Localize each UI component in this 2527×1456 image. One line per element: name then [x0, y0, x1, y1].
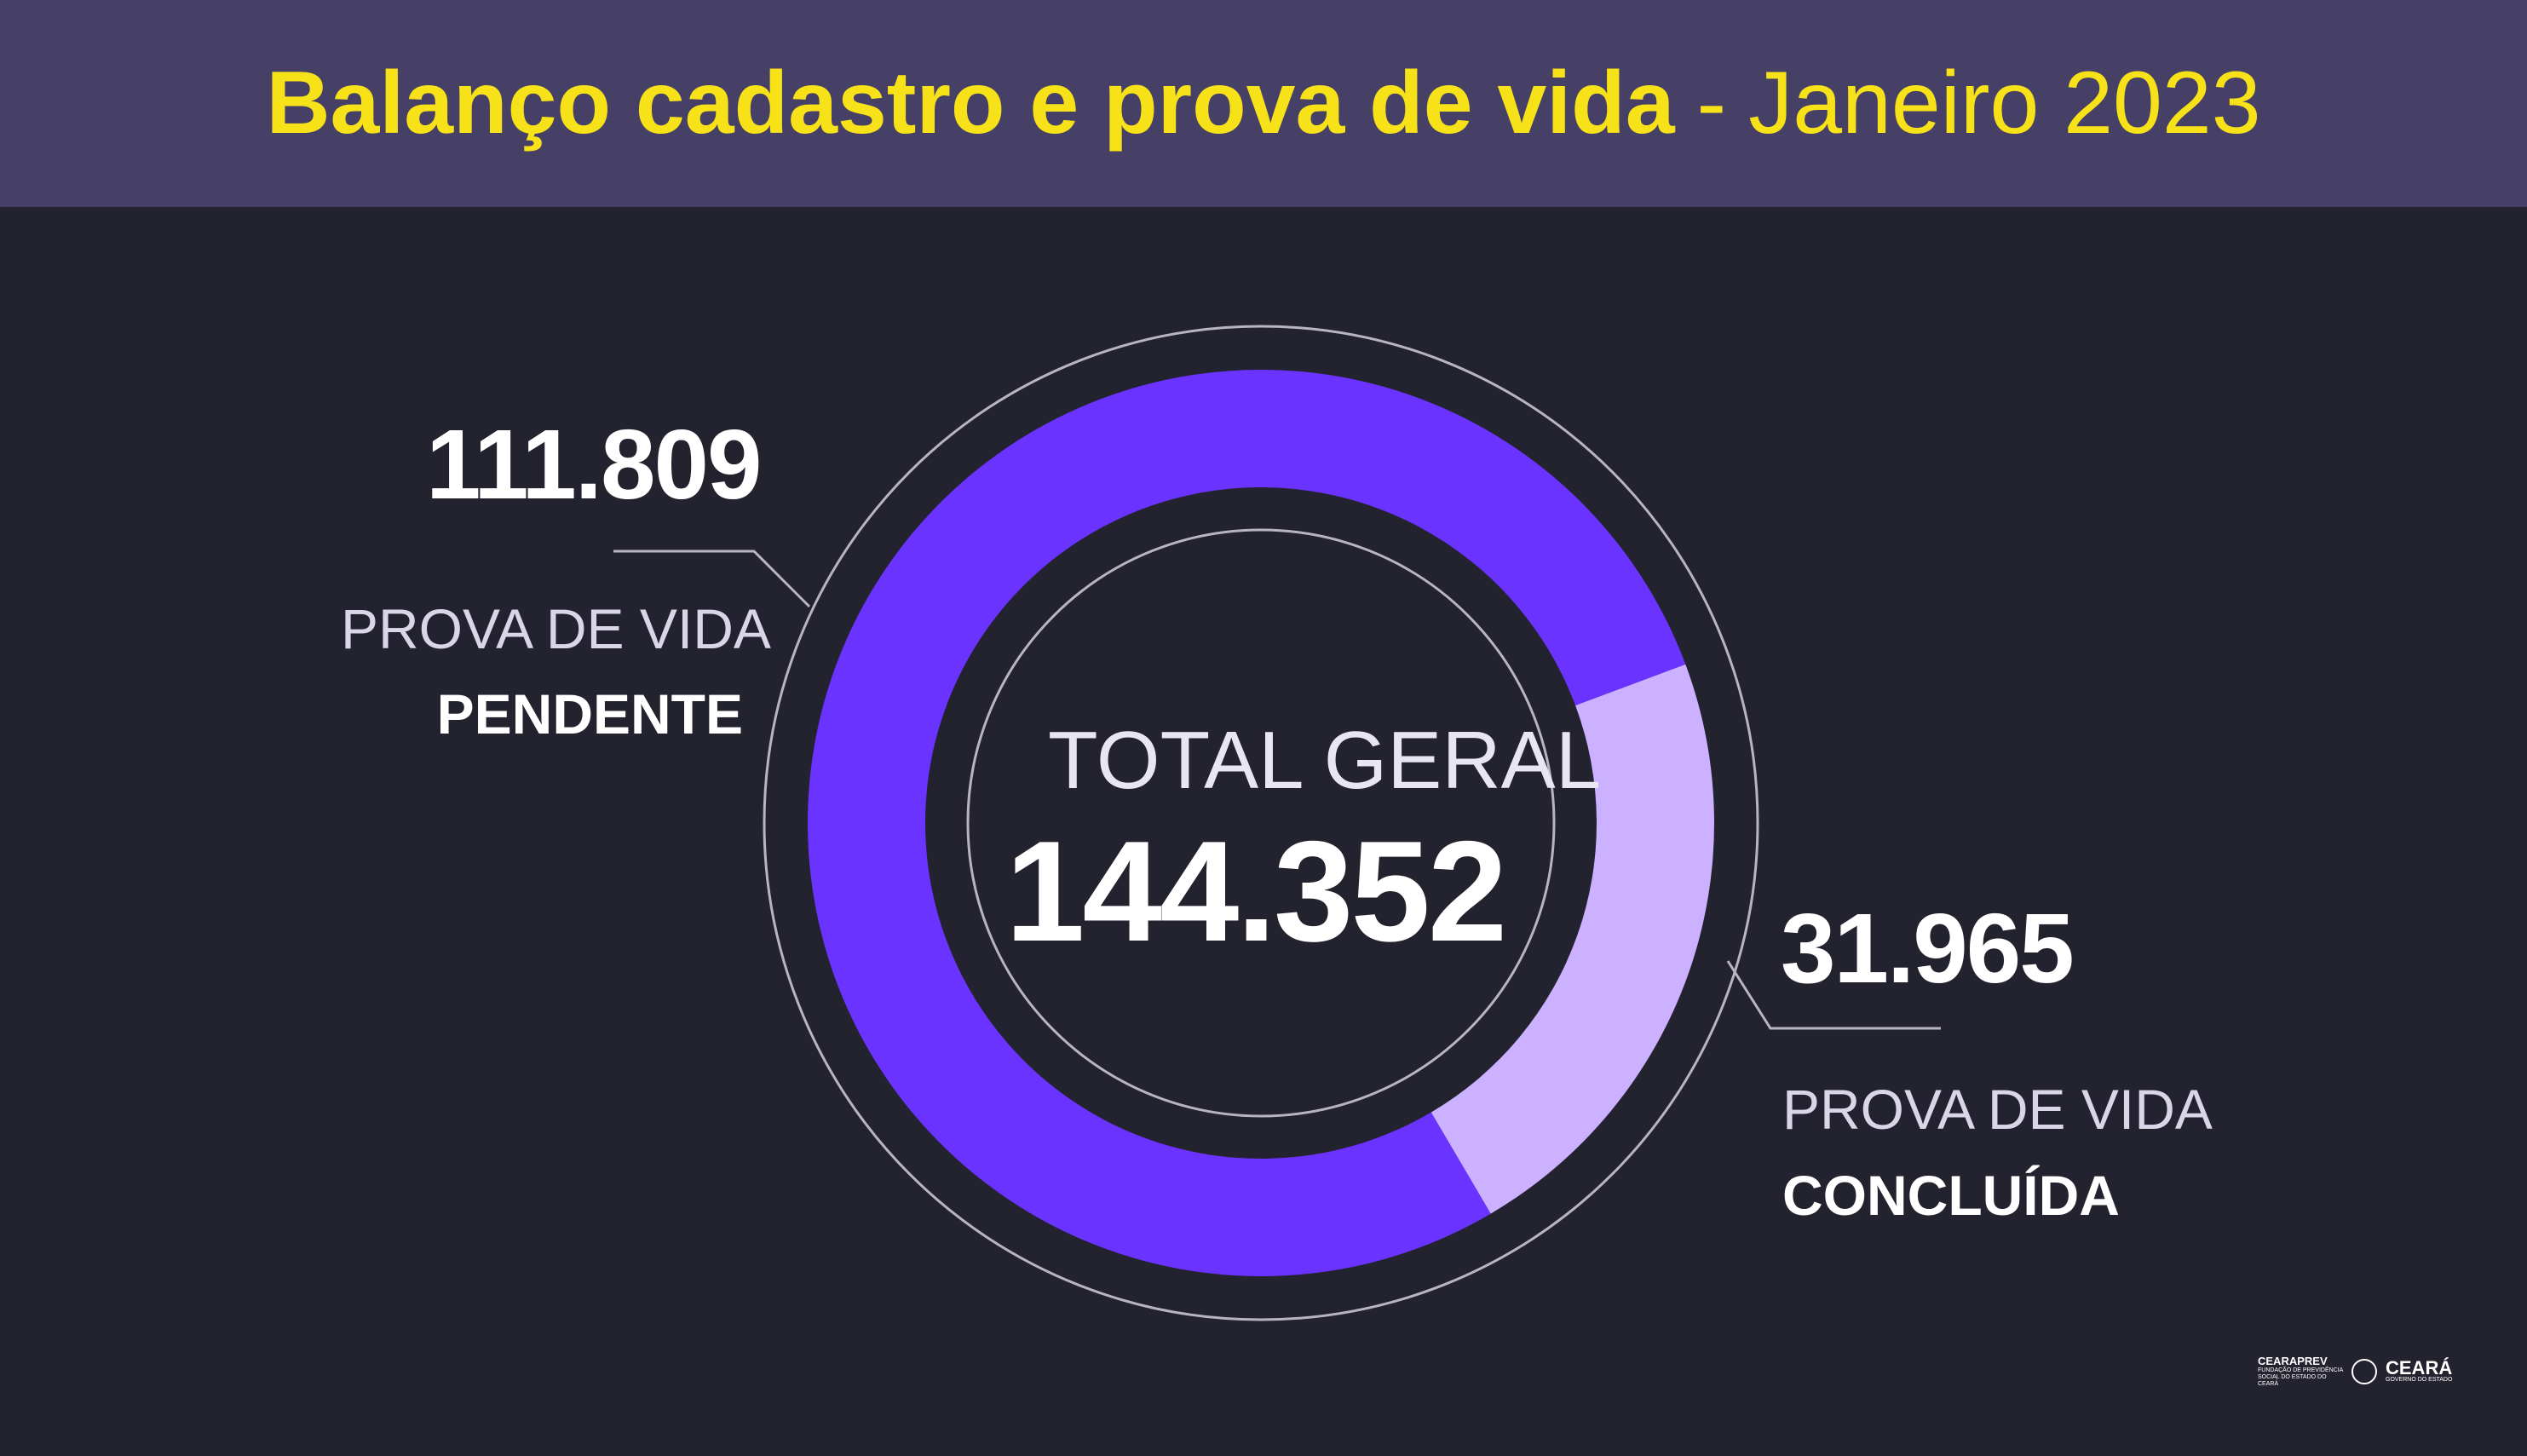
title-separator: -: [1696, 54, 1727, 153]
status-label-concluida: CONCLUÍDA: [1782, 1164, 2120, 1227]
category-label-concluida: PROVA DE VIDA: [1782, 1078, 2213, 1141]
footer-logos: CEARAPREV FUNDAÇÃO DE PREVIDÊNCIA SOCIAL…: [2258, 1350, 2471, 1393]
status-label-pendente: PENDENTE: [436, 682, 743, 745]
cearaprev-logo-name: CEARAPREV: [2258, 1355, 2328, 1367]
center-total-value: 144.352: [1005, 811, 1507, 971]
ceara-logo-name: CEARÁ: [2386, 1357, 2453, 1378]
inner-ring-line: [966, 528, 1556, 1118]
value-label-pendente: 111.809: [426, 409, 763, 520]
title-main: Balanço cadastro e prova de vida: [266, 54, 1675, 153]
page-title: Balanço cadastro e prova de vida - Janei…: [0, 0, 2527, 207]
title-period: Janeiro 2023: [1748, 54, 2261, 153]
ceara-logo-sub: GOVERNO DO ESTADO: [2386, 1377, 2453, 1383]
outer-ring-line: [763, 325, 1759, 1321]
category-label-pendente: PROVA DE VIDA: [341, 597, 771, 660]
value-label-concluida: 31.965: [1781, 893, 2075, 1004]
header-bar: [0, 0, 2527, 207]
cearaprev-logo-sub: FUNDAÇÃO DE PREVIDÊNCIA SOCIAL DO ESTADO…: [2258, 1367, 2343, 1387]
slice-concluida: [1430, 664, 1714, 1214]
center-total-label: TOTAL GERAL: [1048, 715, 1602, 806]
leader-line-concluida: [1726, 960, 1941, 1030]
state-seal-icon: [2351, 1359, 2377, 1384]
cearaprev-logo: CEARAPREV FUNDAÇÃO DE PREVIDÊNCIA SOCIAL…: [2258, 1355, 2343, 1388]
leader-line-pendente: [613, 550, 811, 608]
ceara-logo: CEARÁ GOVERNO DO ESTADO: [2386, 1357, 2453, 1384]
